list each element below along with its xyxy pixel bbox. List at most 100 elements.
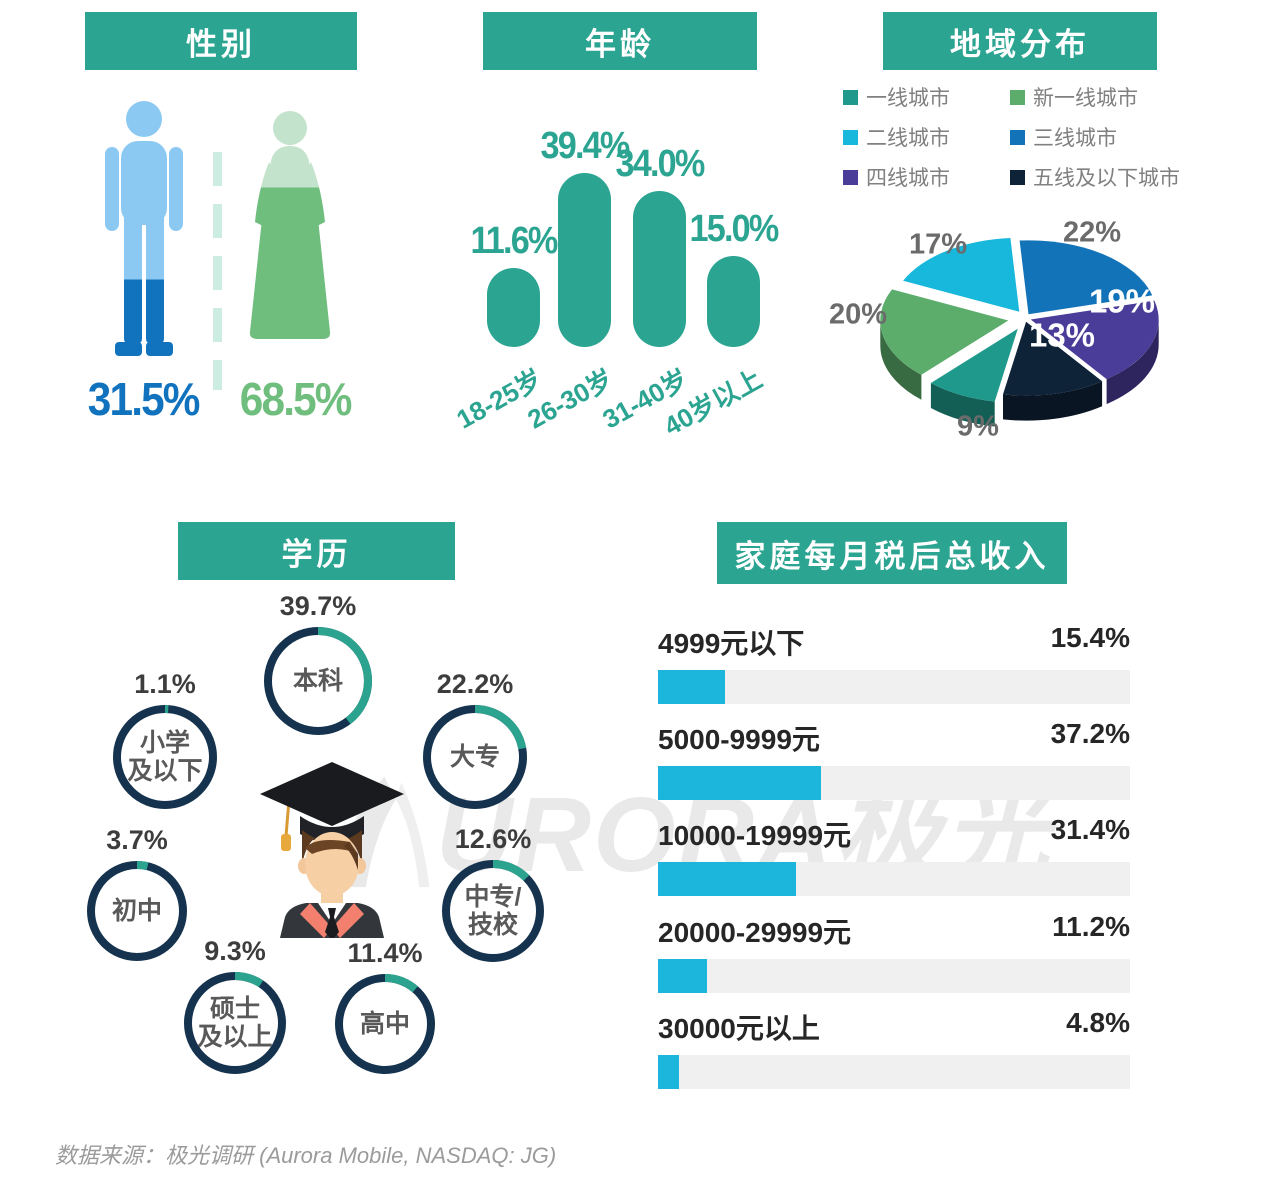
age-header: 年龄 [483,12,757,70]
education-ring-value: 3.7% [106,825,168,855]
legend-label: 二线城市 [866,127,950,150]
education-ring-label: 硕士 及以上 [188,976,282,1070]
education-ring-value: 9.3% [204,936,266,966]
male-figure [98,100,190,362]
income-title: 家庭每月税后总收入 [734,538,1050,574]
legend-item: 五线及以下城市 [1010,162,1180,192]
legend-item: 三线城市 [1010,122,1117,152]
income-bar-fill [658,766,822,800]
income-bar-fill [658,1055,680,1089]
education-ring [439,857,547,965]
education-ring-value: 1.1% [134,669,196,699]
education-ring [84,858,190,964]
age-bar-value: 15.0% [689,208,780,250]
income-category: 5000-9999元 [658,724,820,755]
income-bar-fill [658,959,708,993]
income-value: 4.8% [1066,1007,1130,1038]
pie-slice-value: 19% [1089,283,1155,320]
legend-label: 一线城市 [866,87,950,110]
education-ring-label-line: 硕士 [209,995,260,1023]
income-bar-track [658,766,1130,800]
education-ring [261,624,375,738]
female-figure [242,108,338,360]
education-ring-label: 高中 [339,978,431,1070]
gender-header: 性别 [85,12,357,70]
income-category: 4999元以下 [658,628,805,659]
education-ring-value: 39.7% [279,591,357,621]
education-header: 学历 [178,522,455,580]
female-percentage: 68.5% [239,373,353,425]
education-ring-label-line: 本科 [292,667,343,695]
income-bar-track [658,959,1130,993]
income-row-labels: 5000-9999元 37.2% [658,718,1130,758]
mortarboard-icon [260,762,404,826]
education-ring-value: 12.6% [454,824,532,854]
age-bar [633,191,686,347]
region-pie-chart: 22% 19% 13% 9% 20% 17% [820,200,1200,475]
age-bar [558,173,611,347]
gender-title: 性别 [186,26,256,62]
income-value: 31.4% [1050,814,1130,845]
age-bar-value: 11.6% [470,220,558,262]
gender-divider [213,152,222,390]
income-bar-track [658,862,1130,896]
pie-slice-value: 22% [1063,217,1121,249]
education-ring-value: 11.4% [347,938,423,968]
region-header: 地域分布 [883,12,1157,70]
education-ring [420,702,530,812]
education-title: 学历 [281,536,352,572]
legend-swatch-icon [1010,129,1025,145]
income-bar-fill [658,670,726,704]
region-title: 地域分布 [950,26,1090,62]
education-ring-label: 中专/技校 [446,864,540,958]
legend-item: 四线城市 [843,162,950,192]
education-ring-label-line: 大专 [449,743,500,771]
income-value: 11.2% [1052,911,1130,942]
income-category: 30000元以上 [658,1013,820,1044]
collar-right-icon [332,903,364,938]
income-bar-track [658,1055,1130,1089]
education-ring-label-line: 小学 [139,729,190,757]
legend-swatch-icon [843,129,858,145]
legend-label: 五线及以下城市 [1033,167,1180,190]
education-ring-label-line: 中专/ [464,883,522,911]
education-ring-label-line: 高中 [359,1010,410,1038]
legend-swatch-icon [843,169,858,185]
legend-swatch-icon [1010,169,1025,185]
income-bar-fill [658,862,796,896]
pie-slice-value: 13% [1029,317,1095,354]
legend-label: 三线城市 [1033,127,1117,150]
tie-icon [325,908,339,938]
education-ring-label-line: 初中 [111,897,162,925]
income-category: 10000-19999元 [658,820,852,851]
education-ring-label: 初中 [91,865,183,957]
education-ring-label: 大专 [427,709,523,805]
education-ring-value: 22.2% [436,669,514,699]
income-row-labels: 4999元以下 15.4% [658,622,1130,662]
income-value: 15.4% [1050,622,1130,653]
pie-slice-value: 20% [829,299,887,331]
income-category: 20000-29999元 [658,917,852,948]
education-ring-label-line: 及以上 [197,1023,273,1051]
age-title: 年龄 [585,26,655,62]
legend-item: 新一线城市 [1010,82,1138,112]
data-source-note: 数据来源：极光调研 (Aurora Mobile, NASDAQ: JG) [55,1143,557,1168]
income-row-labels: 30000元以上 4.8% [658,1007,1130,1047]
legend-label: 四线城市 [866,167,950,190]
education-ring [332,971,438,1077]
age-bar-value: 34.0% [615,143,706,185]
income-header: 家庭每月税后总收入 [717,522,1067,584]
income-row-labels: 10000-19999元 31.4% [658,814,1130,854]
education-ring-label: 本科 [268,631,368,731]
legend-swatch-icon [843,89,858,105]
income-value: 37.2% [1050,718,1130,749]
age-bar-value: 39.4% [540,125,631,167]
income-bar-track [658,670,1130,704]
graduate-illustration [252,760,412,938]
education-ring-label-line: 技校 [467,911,518,939]
education-ring [181,969,289,1077]
income-row-labels: 20000-29999元 11.2% [658,911,1130,951]
legend-item: 一线城市 [843,82,950,112]
tassel-icon [281,834,291,851]
